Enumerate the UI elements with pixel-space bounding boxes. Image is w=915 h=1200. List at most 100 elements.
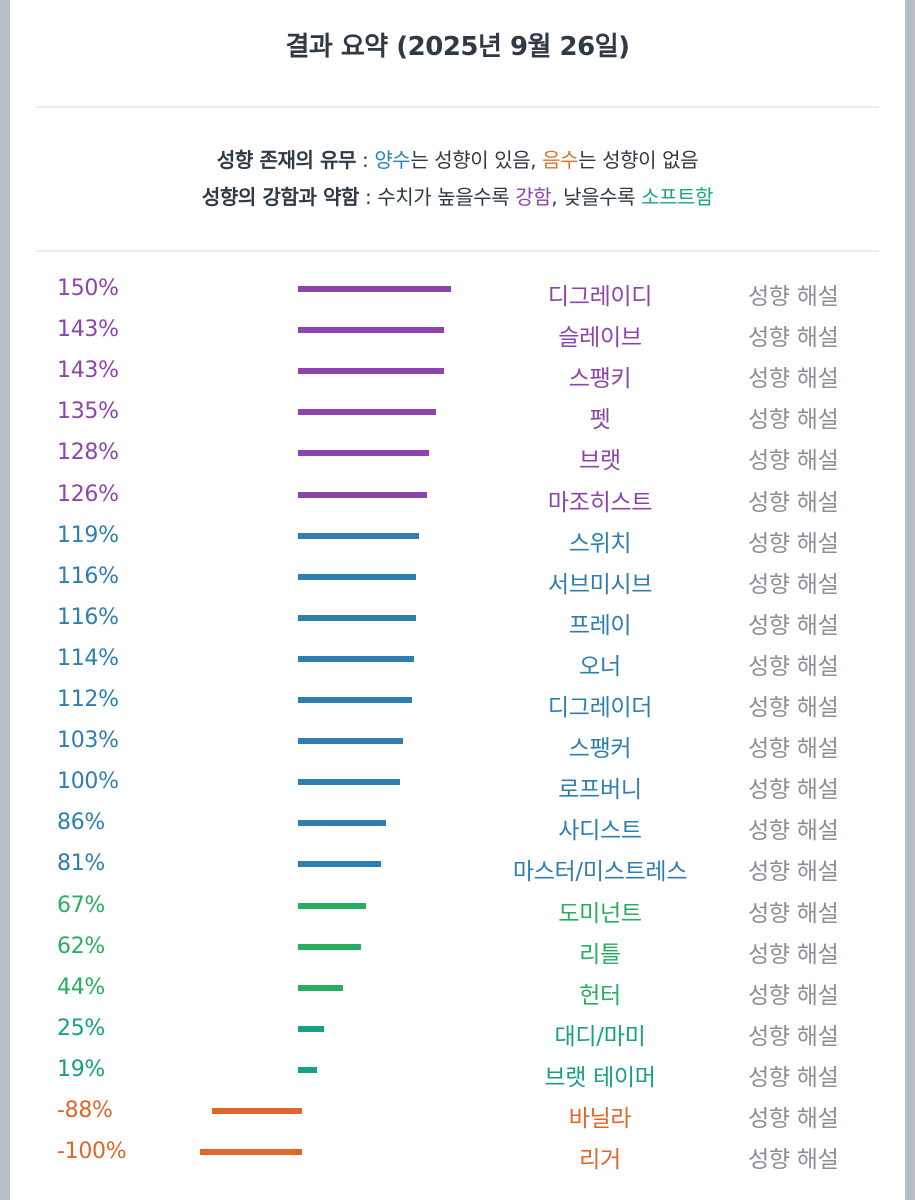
table-row: 143% 스팽키 성향 해설 <box>10 352 905 393</box>
tendency-detail-link[interactable]: 성향 해설 <box>748 900 839 927</box>
table-row: 119% 스위치 성향 해설 <box>10 517 905 558</box>
legend-existence-label: 성향 존재의 유무 <box>216 148 357 172</box>
percent-label: 25% <box>57 1015 105 1041</box>
tendency-detail-link[interactable]: 성향 해설 <box>748 284 839 310</box>
tendency-name: 프레이 <box>568 612 632 639</box>
tendency-name: 서브미시브 <box>547 571 653 598</box>
percent-label: 81% <box>57 851 105 877</box>
score-bar <box>298 1066 318 1073</box>
legend-strong: 강함 <box>515 185 552 209</box>
percent-label: 116% <box>57 604 119 630</box>
percent-label: 128% <box>57 440 119 466</box>
tendency-detail-link[interactable]: 성향 해설 <box>748 982 839 1009</box>
score-bar <box>298 697 413 703</box>
tendency-detail-link[interactable]: 성향 해설 <box>748 941 839 968</box>
tendency-name: 스팽키 <box>568 366 632 393</box>
percent-label: -100% <box>57 1139 127 1165</box>
percent-label: -88% <box>57 1098 113 1123</box>
score-bar <box>298 573 417 580</box>
tendency-detail-link[interactable]: 성향 해설 <box>748 448 839 475</box>
tendency-detail-link[interactable]: 성향 해설 <box>748 366 839 393</box>
tendency-name: 로프버니 <box>558 777 642 804</box>
tendency-name: 사디스트 <box>558 818 642 845</box>
tendency-detail-link[interactable]: 성향 해설 <box>748 695 839 721</box>
tendency-name: 브랫 테이머 <box>544 1064 656 1091</box>
tendency-detail-link[interactable]: 성향 해설 <box>748 325 839 352</box>
percent-label: 86% <box>57 810 105 836</box>
table-row: 103% 스팽커 성향 해설 <box>10 722 905 763</box>
tendency-name: 스팽커 <box>568 736 632 763</box>
legend-strength-label: 성향의 강함과 약함 <box>201 185 360 209</box>
percent-label: 100% <box>57 769 119 795</box>
table-row: 116% 서브미시브 성향 해설 <box>10 558 905 599</box>
result-card: 결과 요약 (2025년 9월 26일) 성향 존재의 유무 : 양수는 성향이… <box>10 0 905 1200</box>
tendency-detail-link[interactable]: 성향 해설 <box>748 1023 839 1050</box>
score-bar <box>298 1025 324 1032</box>
score-bar <box>298 614 417 621</box>
table-row: 114% 오너 성향 해설 <box>10 640 905 681</box>
table-row: 19% 브랫 테이머 성향 해설 <box>10 1051 905 1092</box>
score-bar <box>298 779 400 786</box>
tendency-name: 바닐라 <box>568 1106 632 1132</box>
tendency-detail-link[interactable]: 성향 해설 <box>748 859 839 886</box>
tendency-name: 헌터 <box>579 982 621 1009</box>
percent-label: 19% <box>57 1056 105 1082</box>
tendency-detail-link[interactable]: 성향 해설 <box>748 1106 839 1132</box>
tendency-detail-link[interactable]: 성향 해설 <box>748 489 839 516</box>
legend-strength-sep: : 수치가 높을수록 <box>359 185 516 209</box>
table-row: 67% 도미넌트 성향 해설 <box>10 887 905 928</box>
percent-label: 114% <box>57 645 119 671</box>
tendency-name: 슬레이브 <box>558 325 642 352</box>
legend-positive: 양수 <box>374 148 411 172</box>
table-row: 62% 리틀 성향 해설 <box>10 928 905 969</box>
score-bar <box>212 1108 302 1114</box>
score-bar <box>298 984 343 991</box>
score-bar <box>298 368 444 375</box>
percent-label: 126% <box>57 481 119 507</box>
table-row: 100% 로프버니 성향 해설 <box>10 763 905 804</box>
score-bar <box>298 286 451 292</box>
legend-soft: 소프트함 <box>641 185 714 209</box>
percent-label: 116% <box>57 563 119 589</box>
tendency-detail-link[interactable]: 성향 해설 <box>748 530 839 557</box>
score-bar <box>298 738 404 745</box>
tendency-name: 대디/마미 <box>554 1023 646 1050</box>
tendency-detail-link[interactable]: 성향 해설 <box>748 777 839 804</box>
legend-existence-mid1: 는 성향이 있음, <box>410 148 543 172</box>
legend-existence: 성향 존재의 유무 : 양수는 성향이 있음, 음수는 성향이 없음 <box>10 144 905 173</box>
tendency-detail-link[interactable]: 성향 해설 <box>748 653 839 680</box>
table-row: 143% 슬레이브 성향 해설 <box>10 311 905 352</box>
score-bar <box>298 491 427 498</box>
score-bar <box>200 1149 302 1156</box>
percent-label: 112% <box>57 687 119 712</box>
tendency-detail-link[interactable]: 성향 해설 <box>748 818 839 845</box>
table-row: 112% 디그레이더 성향 해설 <box>10 681 905 722</box>
tendency-detail-link[interactable]: 성향 해설 <box>748 571 839 598</box>
legend-strength: 성향의 강함과 약함 : 수치가 높을수록 강함, 낮을수록 소프트함 <box>10 181 905 210</box>
score-bar <box>298 861 381 868</box>
tendency-name: 오너 <box>579 653 621 680</box>
table-row: 150% 디그레이디 성향 해설 <box>10 270 905 311</box>
table-row: 86% 사디스트 성향 해설 <box>10 804 905 845</box>
percent-label: 67% <box>57 892 105 918</box>
score-bar <box>298 943 362 950</box>
tendency-name: 펫 <box>589 407 611 434</box>
score-bar <box>298 450 429 457</box>
table-row: 116% 프레이 성향 해설 <box>10 599 905 640</box>
legend-strength-mid: , 낮을수록 <box>551 185 642 209</box>
table-row: -100% 리거 성향 해설 <box>10 1133 905 1174</box>
table-row: 81% 마스터/미스트레스 성향 해설 <box>10 845 905 886</box>
tendency-name: 도미넌트 <box>558 900 642 927</box>
score-bar <box>298 532 420 539</box>
table-row: 44% 헌터 성향 해설 <box>10 969 905 1010</box>
percent-label: 103% <box>57 728 119 754</box>
percent-label: 135% <box>57 399 119 425</box>
percent-label: 119% <box>57 522 119 548</box>
tendency-detail-link[interactable]: 성향 해설 <box>748 1064 839 1091</box>
score-bar <box>298 327 444 334</box>
tendency-detail-link[interactable]: 성향 해설 <box>748 612 839 639</box>
tendency-detail-link[interactable]: 성향 해설 <box>748 407 839 434</box>
tendency-detail-link[interactable]: 성향 해설 <box>748 736 839 763</box>
score-bar <box>298 409 436 416</box>
tendency-detail-link[interactable]: 성향 해설 <box>748 1147 839 1174</box>
